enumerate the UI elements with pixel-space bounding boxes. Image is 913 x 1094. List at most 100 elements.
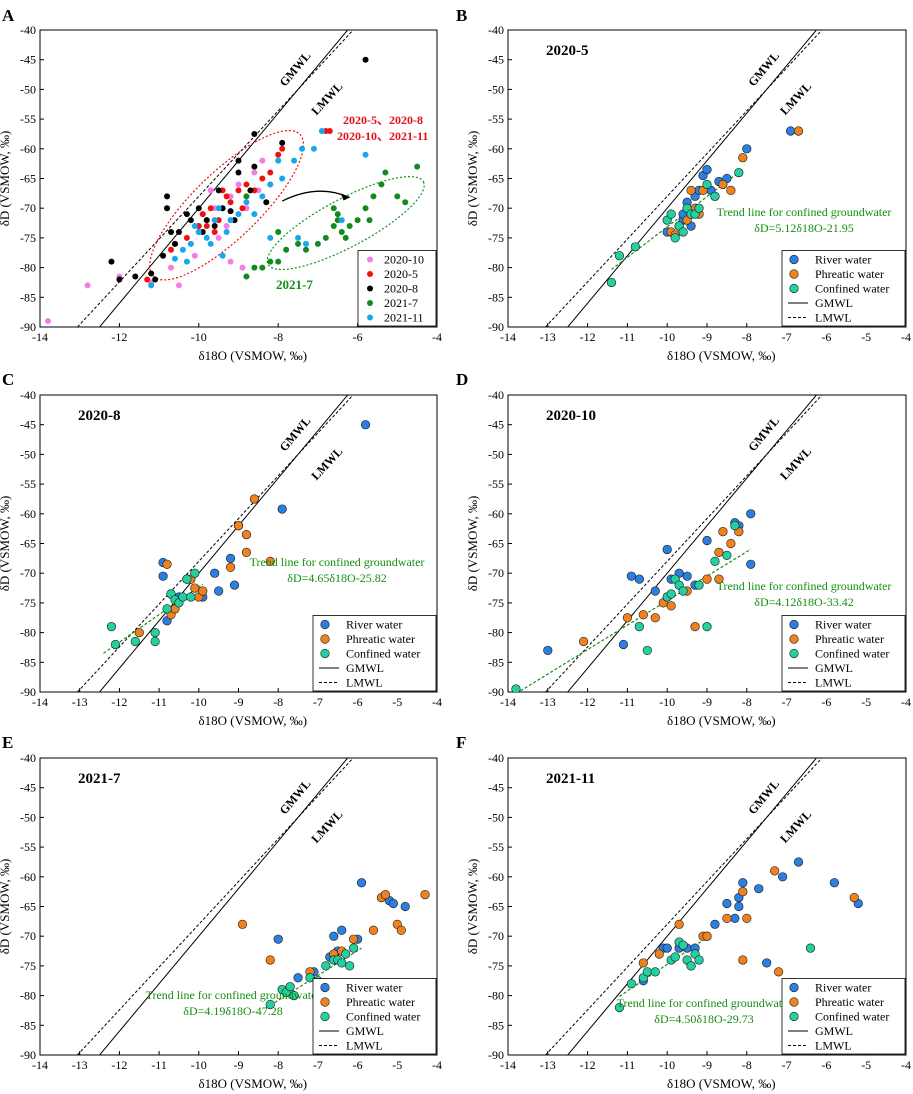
y-tick-label: -60	[20, 142, 36, 156]
trend-label: Trend line for confined groundwater	[146, 988, 321, 1002]
point-phreatic-water	[726, 538, 736, 549]
legend-swatch-2020-5	[367, 271, 373, 277]
legend-label-2021-11: 2021-11	[384, 311, 424, 325]
x-tick-label: -11	[620, 695, 636, 709]
point-phreatic-water	[738, 153, 748, 163]
point-2020-5	[203, 223, 210, 230]
point-phreatic-water	[654, 949, 664, 959]
point-2021-7	[394, 193, 401, 200]
trend-equation: δD=4.65δ18O-25.82	[287, 571, 386, 585]
point-2021-11	[302, 240, 309, 247]
x-tick-label: -10	[191, 1058, 207, 1072]
point-2020-8	[235, 157, 242, 164]
point-confined-water	[337, 958, 347, 968]
point-2020-10	[168, 264, 175, 271]
y-tick-label: -60	[20, 870, 36, 884]
point-2021-11	[291, 157, 298, 164]
point-2021-7	[414, 163, 421, 170]
trend-equation: δD=4.19δ18O-47.28	[183, 1004, 282, 1018]
x-tick-label: -14	[32, 1058, 48, 1072]
legend-swatch-river-water	[320, 982, 330, 993]
gmwl-line	[98, 758, 349, 1055]
point-phreatic-water	[650, 613, 660, 623]
x-tick-label: -13	[540, 695, 556, 709]
point-river-water	[356, 878, 367, 888]
point-river-water	[710, 919, 720, 929]
legend-label-2020-10: 2020-10	[384, 253, 424, 267]
point-river-water	[329, 931, 339, 941]
x-tick-label: -4	[901, 330, 911, 344]
point-confined-water	[666, 589, 676, 599]
x-tick-label: -9	[702, 695, 712, 709]
point-river-water	[273, 934, 283, 944]
point-2021-11	[338, 217, 345, 224]
point-phreatic-water	[241, 547, 252, 558]
x-tick-label: -8	[742, 1058, 752, 1072]
x-tick-label: -14	[32, 695, 48, 709]
point-confined-water	[666, 209, 676, 219]
point-confined-water	[626, 979, 636, 989]
point-phreatic-water	[666, 601, 676, 611]
point-2020-8	[152, 276, 159, 283]
x-tick-label: -10	[191, 330, 207, 344]
annotation-2020-5-2020-8: 2020-5、2020-8	[343, 113, 423, 127]
legend-swatch-confined-water	[320, 648, 330, 659]
plot-area	[44, 30, 425, 327]
legend-box	[312, 615, 437, 692]
gmwl-label: GMWL	[745, 49, 782, 89]
point-phreatic-water	[726, 185, 736, 195]
point-confined-water	[678, 940, 688, 950]
y-tick-label: -90	[20, 1048, 36, 1062]
trend-equation: δD=5.12δ18O-21.95	[754, 221, 853, 235]
gmwl-label: GMWL	[745, 414, 782, 454]
y-tick-label: -50	[488, 447, 504, 461]
legend-label-confined-water: Confined water	[815, 282, 889, 296]
x-axis-title: δ18O (VSMOW, ‰)	[199, 713, 308, 728]
x-axis-title: δ18O (VSMOW, ‰)	[667, 1076, 776, 1091]
point-phreatic-water	[190, 583, 200, 593]
point-river-water	[722, 898, 732, 909]
panel-title: 2020-10	[546, 408, 596, 424]
y-tick-label: -75	[20, 959, 36, 973]
point-confined-water	[265, 999, 275, 1010]
legend-label-river-water: River water	[815, 981, 871, 995]
point-2021-11	[179, 246, 186, 253]
point-confined-water	[686, 961, 696, 971]
legend-label-river-water: River water	[815, 618, 871, 632]
point-2021-11	[267, 234, 274, 241]
red-ellipse	[149, 129, 305, 281]
gmwl-label: GMWL	[277, 777, 314, 817]
legend-swatch-2021-11	[367, 314, 373, 321]
x-tick-label: -5	[392, 695, 402, 709]
legend-swatch-phreatic-water	[789, 634, 799, 644]
legend-label-river-water: River water	[815, 253, 871, 267]
panel-letter-f: F	[456, 733, 466, 752]
legend-swatch-confined-water	[320, 1011, 330, 1022]
x-tick-label: -7	[313, 695, 323, 709]
point-2020-10	[223, 223, 230, 230]
point-confined-water	[694, 203, 704, 213]
point-river-water	[762, 958, 772, 968]
x-tick-label: -6	[821, 1058, 831, 1072]
point-phreatic-water	[702, 931, 712, 941]
point-2020-8	[203, 217, 210, 224]
point-2021-7	[275, 258, 282, 265]
panel-a: A -40 -45 -50 -55 -60 -65 -70 -75 -80 -85 -90-14 -12…	[0, 6, 442, 363]
point-2021-7	[330, 205, 337, 212]
point-2021-11	[243, 199, 250, 206]
x-tick-label: -13	[72, 695, 88, 709]
trend-label: Trend line for confined groundwater	[717, 205, 892, 219]
point-river-water	[158, 571, 168, 581]
point-phreatic-water	[718, 179, 728, 190]
x-tick-label: -10	[191, 695, 207, 709]
y-tick-label: -55	[488, 840, 504, 854]
point-confined-water	[511, 684, 521, 692]
point-2020-10	[235, 181, 242, 188]
y-tick-label: -70	[20, 566, 36, 580]
point-2020-10	[239, 264, 246, 271]
shift-arrow	[281, 190, 350, 202]
point-phreatic-water	[368, 925, 379, 935]
legend-label-river-water: River water	[346, 618, 402, 632]
legend-label-gmwl: GMWL	[346, 661, 384, 675]
point-phreatic-water	[638, 610, 648, 620]
